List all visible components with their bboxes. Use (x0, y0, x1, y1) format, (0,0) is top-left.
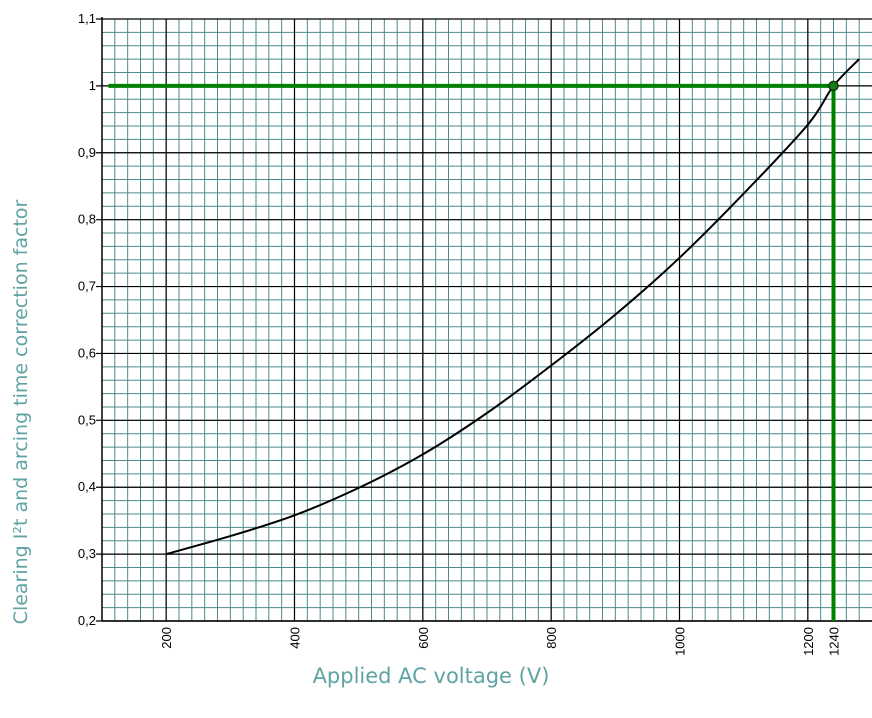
y-tick-label: 0,6 (78, 345, 96, 360)
y-tick-label: 0,5 (78, 412, 96, 427)
x-tick-label: 1000 (673, 627, 688, 656)
y-tick-label: 1,1 (78, 11, 96, 26)
x-tick-label: 400 (288, 627, 303, 649)
y-tick-labels: 0,2 0,3 0,4 0,5 0,6 0,7 0,8 0,9 1 1,1 (78, 11, 96, 628)
x-axis-label: Applied AC voltage (V) (313, 664, 550, 688)
y-tick-label: 0,9 (78, 145, 96, 160)
minor-grid (102, 19, 872, 621)
series-layer (165, 58, 860, 556)
annotation-layer (108, 80, 839, 621)
y-tick-label: 0,4 (78, 479, 96, 494)
y-tick-label: 1 (89, 78, 96, 93)
x-tick-label: 600 (416, 627, 431, 649)
y-axis-label: Clearing I²t and arcing time correction … (10, 199, 32, 624)
y-tick-label: 0,8 (78, 212, 96, 227)
series-line (165, 58, 860, 556)
major-grid (96, 18, 872, 622)
x-tick-label: 800 (544, 627, 559, 649)
x-tick-label: 1200 (801, 627, 816, 656)
x-tick-label: 1240 (827, 627, 842, 656)
y-tick-label: 0,3 (78, 546, 96, 561)
y-tick-label: 0,7 (78, 279, 96, 294)
x-tick-label: 200 (159, 627, 174, 649)
plot-frame (101, 17, 872, 622)
x-tick-labels: 200 400 600 800 1000 1200 1240 (159, 627, 841, 656)
highlight-point (828, 80, 839, 92)
y-tick-label: 0,2 (78, 613, 96, 628)
